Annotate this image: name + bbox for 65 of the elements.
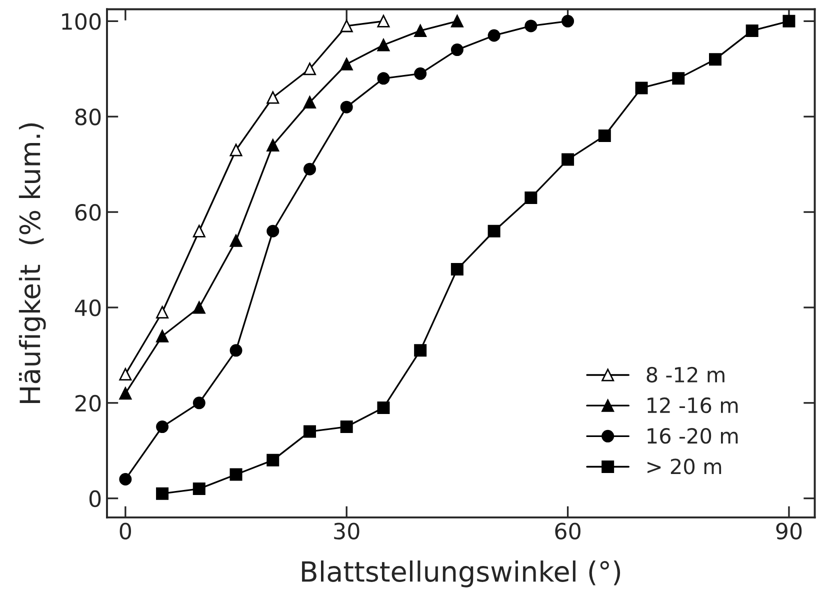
- point: [303, 425, 316, 438]
- x-tick-label: 30: [334, 522, 360, 540]
- legend-label: > 20 m: [648, 458, 722, 474]
- point: [672, 72, 685, 85]
- point: [598, 129, 611, 142]
- point: [266, 454, 280, 466]
- point: [156, 487, 169, 500]
- point: [377, 14, 390, 28]
- y-tick-label: 0: [89, 490, 101, 508]
- point: [230, 144, 242, 156]
- point: [230, 234, 242, 247]
- point: [524, 191, 538, 204]
- point: [635, 82, 648, 94]
- point: [119, 473, 132, 486]
- point: [192, 301, 206, 314]
- point: [266, 138, 280, 152]
- point: [414, 24, 427, 37]
- point: [562, 14, 574, 28]
- point: [746, 24, 758, 37]
- legend-label: 12 -16 m: [648, 397, 738, 414]
- point: [488, 224, 500, 238]
- y-tick-label: 80: [75, 108, 101, 126]
- point: [119, 368, 132, 381]
- y-axis-title: Häufigkeit (% kum.): [18, 123, 46, 403]
- point: [708, 53, 722, 66]
- point: [156, 330, 169, 342]
- point: [340, 58, 353, 70]
- point: [340, 420, 353, 434]
- point: [414, 344, 427, 357]
- y-tick-label: 40: [74, 299, 101, 316]
- point: [377, 38, 390, 52]
- point: [303, 162, 316, 176]
- point: [192, 224, 206, 238]
- legend-label: 8 -12 m: [646, 366, 724, 383]
- point: [230, 344, 242, 357]
- point: [414, 67, 427, 80]
- point: [303, 62, 316, 76]
- x-tick-label: 60: [555, 522, 580, 540]
- point: [524, 20, 538, 32]
- y-tick-label: 60: [75, 204, 101, 221]
- point: [450, 263, 464, 276]
- point: [450, 14, 464, 28]
- point: [230, 468, 242, 481]
- y-tick-label: 20: [75, 394, 101, 412]
- point: [340, 100, 353, 114]
- x-tick-label: 0: [120, 522, 132, 540]
- point: [782, 14, 796, 28]
- point: [156, 420, 169, 434]
- y-tick-label: 100: [62, 13, 101, 30]
- point: [266, 224, 280, 238]
- point: [562, 153, 574, 166]
- x-axis-title: Blattstellungswinkel (°): [302, 560, 620, 588]
- point: [156, 306, 169, 318]
- point: [192, 482, 206, 496]
- point: [192, 396, 206, 410]
- point: [450, 44, 464, 56]
- point: [303, 96, 316, 109]
- point: [266, 91, 280, 104]
- point: [340, 20, 353, 32]
- legend-label: 16 -20 m: [648, 428, 738, 444]
- point: [488, 29, 500, 42]
- point: [377, 72, 390, 85]
- point: [119, 387, 132, 400]
- x-tick-label: 90: [776, 522, 802, 540]
- point: [377, 401, 390, 414]
